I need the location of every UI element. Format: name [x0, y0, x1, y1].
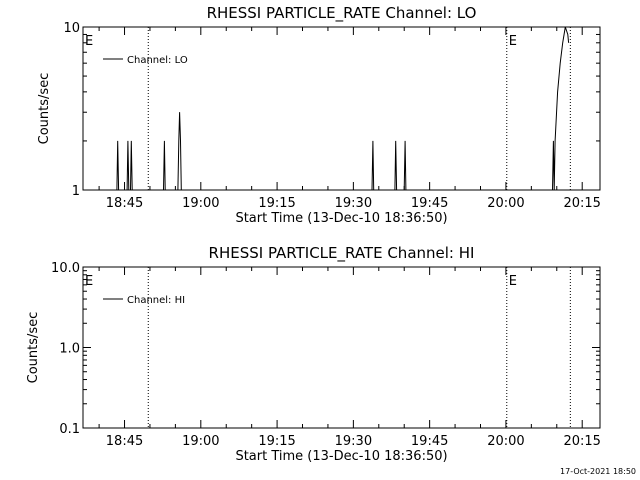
x-tick-label: 20:15	[563, 196, 600, 211]
x-tick-label: 19:30	[335, 196, 372, 211]
x-tick-label: 19:15	[258, 434, 295, 449]
x-tick-label: 19:45	[411, 434, 448, 449]
chart-title: RHESSI PARTICLE_RATE Channel: HI	[209, 244, 475, 263]
y-tick-label: 1	[72, 184, 80, 199]
x-axis-label: Start Time (13-Dec-10 18:36:50)	[235, 211, 447, 226]
y-tick-label: 0.1	[59, 422, 80, 437]
y-tick-label: 10.0	[51, 261, 80, 276]
y-tick-label: 1.0	[59, 342, 80, 357]
event-marker-label: E	[509, 34, 517, 49]
x-tick-label: 19:30	[335, 434, 372, 449]
x-tick-label: 20:15	[563, 434, 600, 449]
chart-1: RHESSI PARTICLE_RATE Channel: HI Counts/s…	[26, 244, 601, 464]
x-tick-label: 18:45	[106, 196, 143, 211]
x-tick-label: 18:45	[106, 434, 143, 449]
event-marker-label: E	[85, 274, 93, 289]
chart-title: RHESSI PARTICLE_RATE Channel: LO	[207, 4, 477, 23]
y-axis-label: Counts/sec	[26, 312, 41, 384]
event-marker-label: E	[85, 34, 93, 49]
plot-frame	[82, 266, 601, 429]
y-axis-label: Counts/sec	[37, 73, 52, 145]
x-tick-label: 20:00	[487, 196, 524, 211]
legend-label: Channel: LO	[127, 55, 188, 66]
series-line	[83, 26, 570, 191]
legend-label: Channel: HI	[127, 295, 185, 306]
footer-timestamp: 17-Oct-2021 18:50	[560, 467, 636, 476]
y-tick-label: 10	[63, 21, 80, 36]
event-marker-label: E	[509, 274, 517, 289]
x-axis-label: Start Time (13-Dec-10 18:36:50)	[235, 449, 447, 464]
x-tick-label: 19:15	[258, 196, 295, 211]
x-tick-label: 20:00	[487, 434, 524, 449]
x-tick-label: 19:45	[411, 196, 448, 211]
x-tick-label: 19:00	[182, 434, 219, 449]
plot-frame	[82, 26, 601, 191]
x-tick-label: 19:00	[182, 196, 219, 211]
chart-0: RHESSI PARTICLE_RATE Channel: LO Counts/s…	[37, 4, 601, 226]
